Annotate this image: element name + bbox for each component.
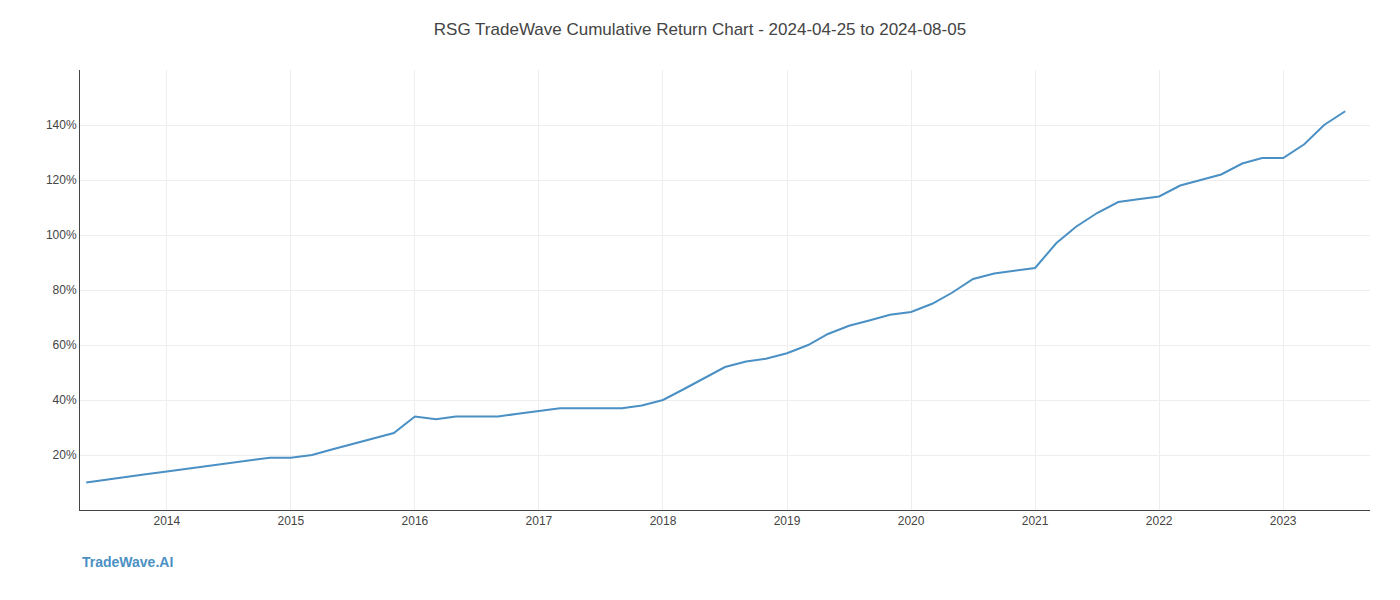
svg-text:120%: 120%	[46, 173, 77, 187]
svg-text:140%: 140%	[46, 118, 77, 132]
svg-text:2023: 2023	[1270, 514, 1297, 528]
svg-text:2020: 2020	[898, 514, 925, 528]
svg-text:2017: 2017	[526, 514, 553, 528]
svg-text:2021: 2021	[1022, 514, 1049, 528]
svg-text:2018: 2018	[650, 514, 677, 528]
svg-text:2019: 2019	[774, 514, 801, 528]
svg-text:60%: 60%	[53, 338, 77, 352]
svg-text:80%: 80%	[53, 283, 77, 297]
svg-text:20%: 20%	[53, 448, 77, 462]
svg-text:2016: 2016	[402, 514, 429, 528]
svg-text:2014: 2014	[153, 514, 180, 528]
svg-text:2015: 2015	[278, 514, 305, 528]
svg-text:40%: 40%	[53, 393, 77, 407]
svg-text:TradeWave.AI: TradeWave.AI	[82, 554, 173, 570]
svg-text:RSG TradeWave Cumulative Retur: RSG TradeWave Cumulative Return Chart - …	[434, 20, 966, 39]
svg-text:2022: 2022	[1146, 514, 1173, 528]
svg-text:100%: 100%	[46, 228, 77, 242]
